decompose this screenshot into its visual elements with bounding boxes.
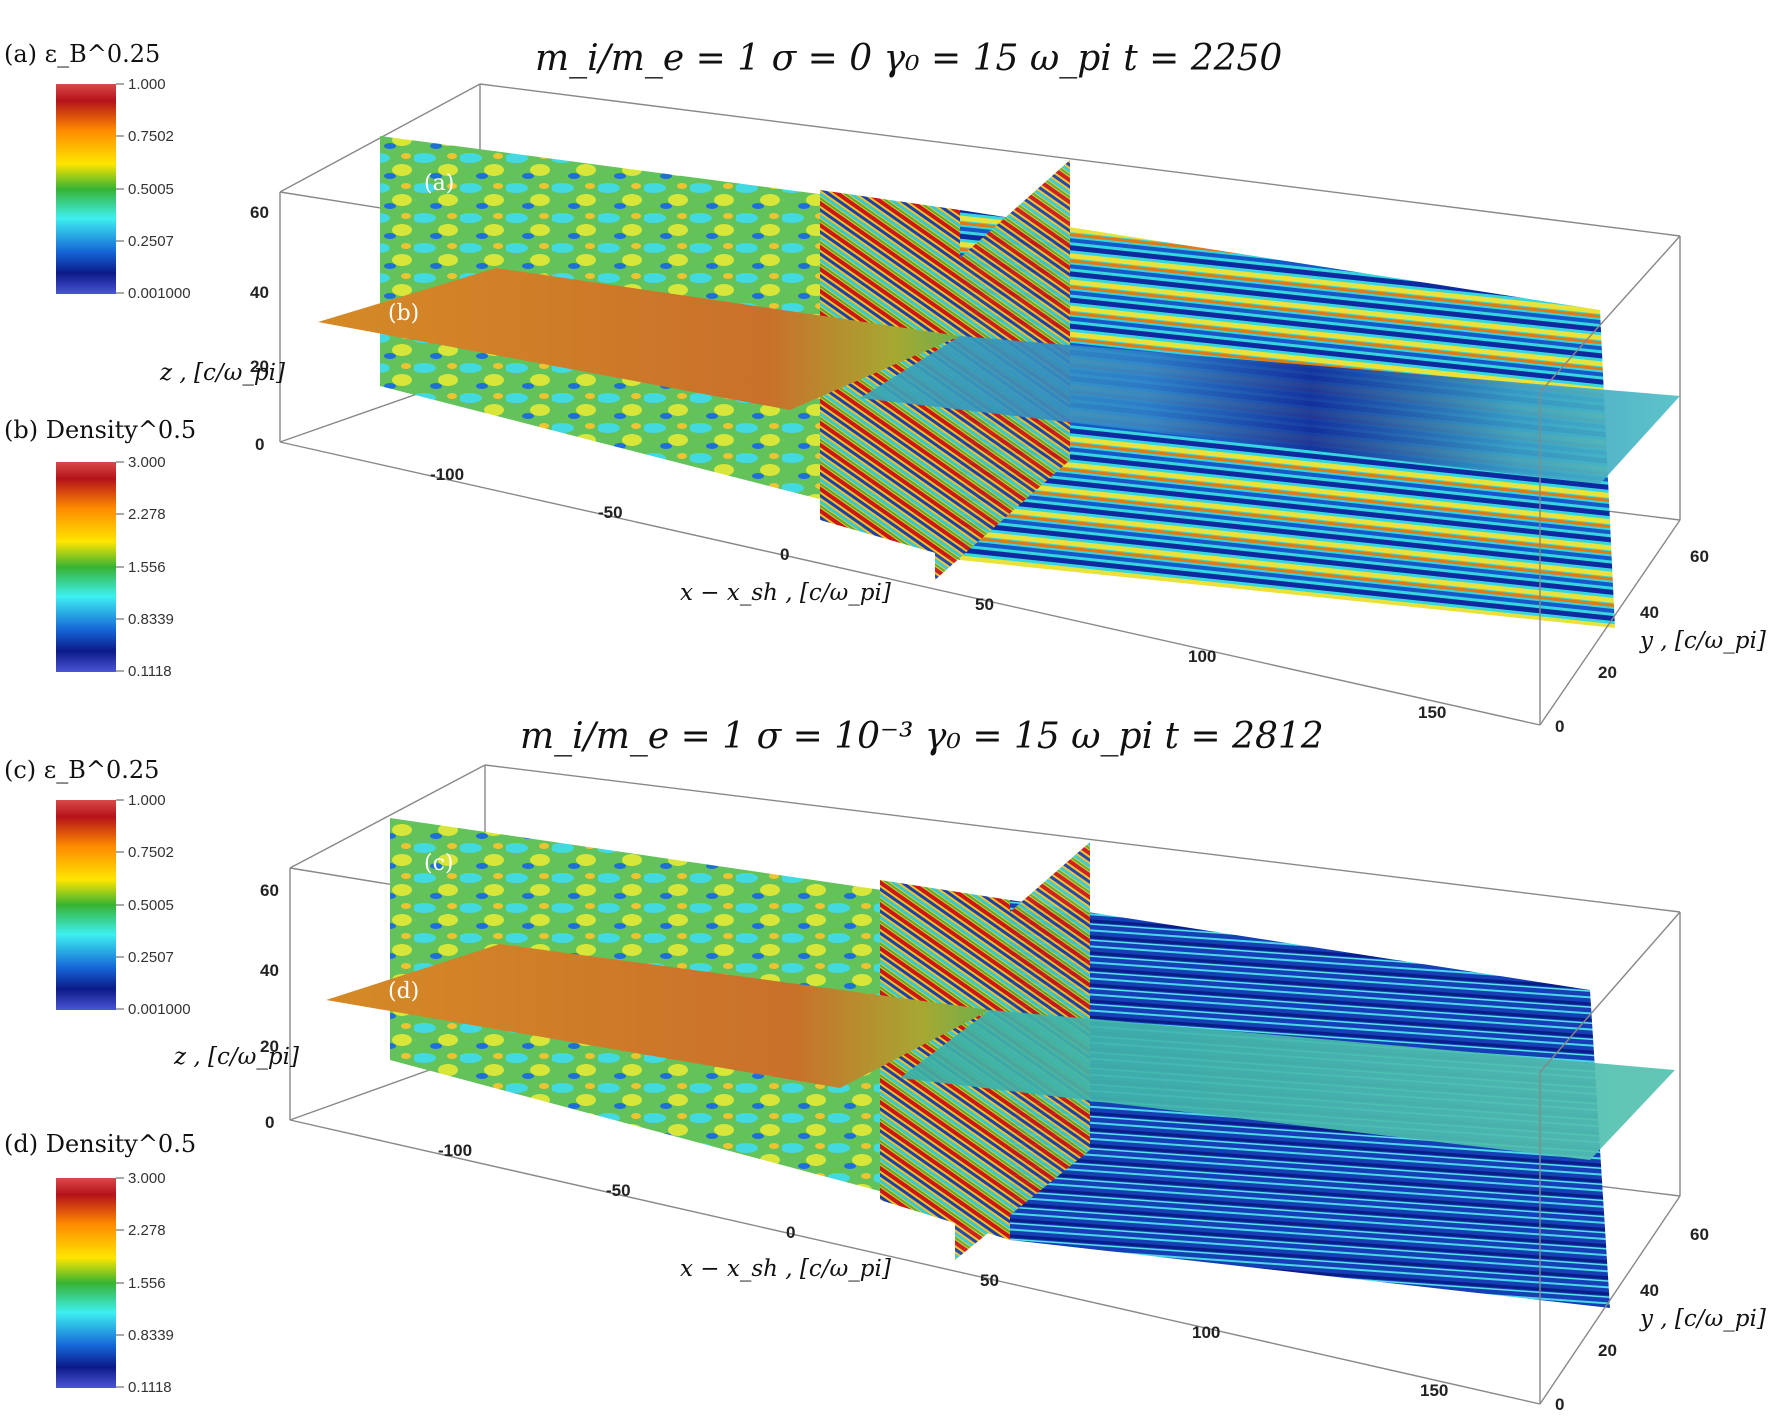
colorbar-a: (a) ε_B^0.25 1.000 0.7502 0.5005 0.2507 … [4,40,191,302]
cb-d-tick-2: 1.556 [128,1275,166,1292]
colorbar-d-label: (d) Density^0.5 [4,1130,196,1158]
x-axis-bottom: -100 -50 0 50 100 150 x − x_sh , [c/ω_pi… [438,1141,1448,1400]
slice-xy-density-upstream-top [318,268,960,410]
colorbar-b-ticks: 3.000 2.278 1.556 0.8339 0.1118 [116,454,174,680]
colorbar-d: (d) Density^0.5 3.000 2.278 1.556 0.8339… [4,1130,196,1396]
z-axis-label: z , [c/ω_pi] [159,360,285,386]
y-tick-0: 0 [1555,717,1564,736]
z-tick-60-b: 60 [260,881,279,900]
cb-a-tick-4: 0.001000 [128,285,191,302]
y-tick-0-b: 0 [1555,1395,1564,1414]
x-tick-m100: -100 [430,465,464,484]
z-tick-0-b: 0 [265,1113,274,1132]
cb-b-tick-0: 3.000 [128,454,166,471]
colorbar-a-label: (a) ε_B^0.25 [4,40,160,68]
z-axis-bottom: 60 40 20 0 z , [c/ω_pi] [173,881,299,1132]
colorbar-d-ramp [56,1178,116,1388]
cb-d-tick-1: 2.278 [128,1222,166,1239]
x-axis-label-b: x − x_sh , [c/ω_pi] [680,1256,891,1282]
box-bottom-front [289,911,1681,1405]
colorbar-c-ramp [56,800,116,1010]
z-axis-label-b: z , [c/ω_pi] [173,1044,299,1070]
cb-c-tick-4: 0.001000 [128,1001,191,1018]
slice-xz-shock-top [820,190,960,560]
z-tick-40-b: 40 [260,961,279,980]
z-axis-top: 60 40 20 0 z , [c/ω_pi] [159,203,285,454]
cb-b-tick-1: 2.278 [128,506,166,523]
panel-tag-b: (b) [388,301,419,326]
cb-a-tick-0: 1.000 [128,76,166,93]
panel-tag-c: (c) [424,851,454,876]
y-tick-20-b: 20 [1598,1341,1617,1360]
colorbar-c-label: (c) ε_B^0.25 [4,756,159,784]
slice-xy-density-downstream-top [860,336,1680,484]
cb-c-tick-3: 0.2507 [128,949,174,966]
y-tick-40-b: 40 [1640,1281,1659,1300]
cb-b-tick-3: 0.8339 [128,611,174,628]
x-tick-50: 50 [975,595,994,614]
y-tick-60: 60 [1690,547,1709,566]
colorbar-a-ticks: 1.000 0.7502 0.5005 0.2507 0.001000 [116,76,191,302]
z-tick-20: 20 [250,357,269,376]
figure-bottom: (c) ε_B^0.25 1.000 0.7502 0.5005 0.2507 … [4,716,1766,1414]
slice-xy-density-upstream-bottom [326,944,990,1088]
y-tick-20: 20 [1598,663,1617,682]
cb-c-tick-2: 0.5005 [128,897,174,914]
cb-a-tick-2: 0.5005 [128,181,174,198]
box-top-front [279,235,1681,726]
z-tick-0: 0 [255,435,264,454]
z-tick-40: 40 [250,283,269,302]
x-tick-50-b: 50 [980,1271,999,1290]
x-axis-top: -100 -50 0 50 100 150 x − x_sh , [c/ω_pi… [430,465,1446,722]
z-tick-60: 60 [250,203,269,222]
x-tick-m50: -50 [598,503,623,522]
y-axis-top: 0 20 40 60 y , [c/ω_pi] [1555,547,1766,736]
cb-d-tick-0: 3.000 [128,1170,166,1187]
x-tick-m50-b: -50 [606,1181,631,1200]
slice-xy-density-downstream-bottom [900,1010,1675,1160]
colorbar-b: (b) Density^0.5 3.000 2.278 1.556 0.8339… [4,416,196,680]
y-axis-bottom: 0 20 40 60 y , [c/ω_pi] [1555,1225,1766,1414]
y-tick-60-b: 60 [1690,1225,1709,1244]
panel-tag-a: (a) [424,171,454,196]
y-axis-label: y , [c/ω_pi] [1639,628,1766,654]
x-tick-0-b: 0 [786,1223,795,1242]
x-tick-0: 0 [780,545,789,564]
panel-tag-d: (d) [388,979,419,1004]
figure-top: (a) ε_B^0.25 1.000 0.7502 0.5005 0.2507 … [4,38,1766,736]
figure-bottom-title: m_i/m_e = 1 σ = 10⁻³ γ₀ = 15 ω_pi t = 28… [520,716,1324,757]
cb-a-tick-3: 0.2507 [128,233,174,250]
colorbar-c: (c) ε_B^0.25 1.000 0.7502 0.5005 0.2507 … [4,756,191,1018]
x-axis-label: x − x_sh , [c/ω_pi] [680,580,891,606]
figure-top-title: m_i/m_e = 1 σ = 0 γ₀ = 15 ω_pi t = 2250 [535,38,1282,79]
y-axis-label-b: y , [c/ω_pi] [1639,1306,1766,1332]
colorbar-b-ramp [56,462,116,672]
x-tick-100-b: 100 [1192,1323,1220,1342]
cb-c-tick-0: 1.000 [128,792,166,809]
cb-d-tick-4: 0.1118 [128,1379,172,1396]
colorbar-c-ticks: 1.000 0.7502 0.5005 0.2507 0.001000 [116,792,191,1018]
colorbar-d-ticks: 3.000 2.278 1.556 0.8339 0.1118 [116,1170,174,1396]
colorbar-b-label: (b) Density^0.5 [4,416,196,444]
z-tick-20-b: 20 [260,1037,279,1056]
cb-d-tick-3: 0.8339 [128,1327,174,1344]
x-tick-150: 150 [1418,703,1446,722]
cb-a-tick-1: 0.7502 [128,128,174,145]
y-tick-40: 40 [1640,603,1659,622]
cb-c-tick-1: 0.7502 [128,844,174,861]
x-tick-150-b: 150 [1420,1381,1448,1400]
x-tick-100: 100 [1188,647,1216,666]
cb-b-tick-2: 1.556 [128,559,166,576]
colorbar-a-ramp [56,84,116,294]
x-tick-m100-b: -100 [438,1141,472,1160]
cb-b-tick-4: 0.1118 [128,663,172,680]
